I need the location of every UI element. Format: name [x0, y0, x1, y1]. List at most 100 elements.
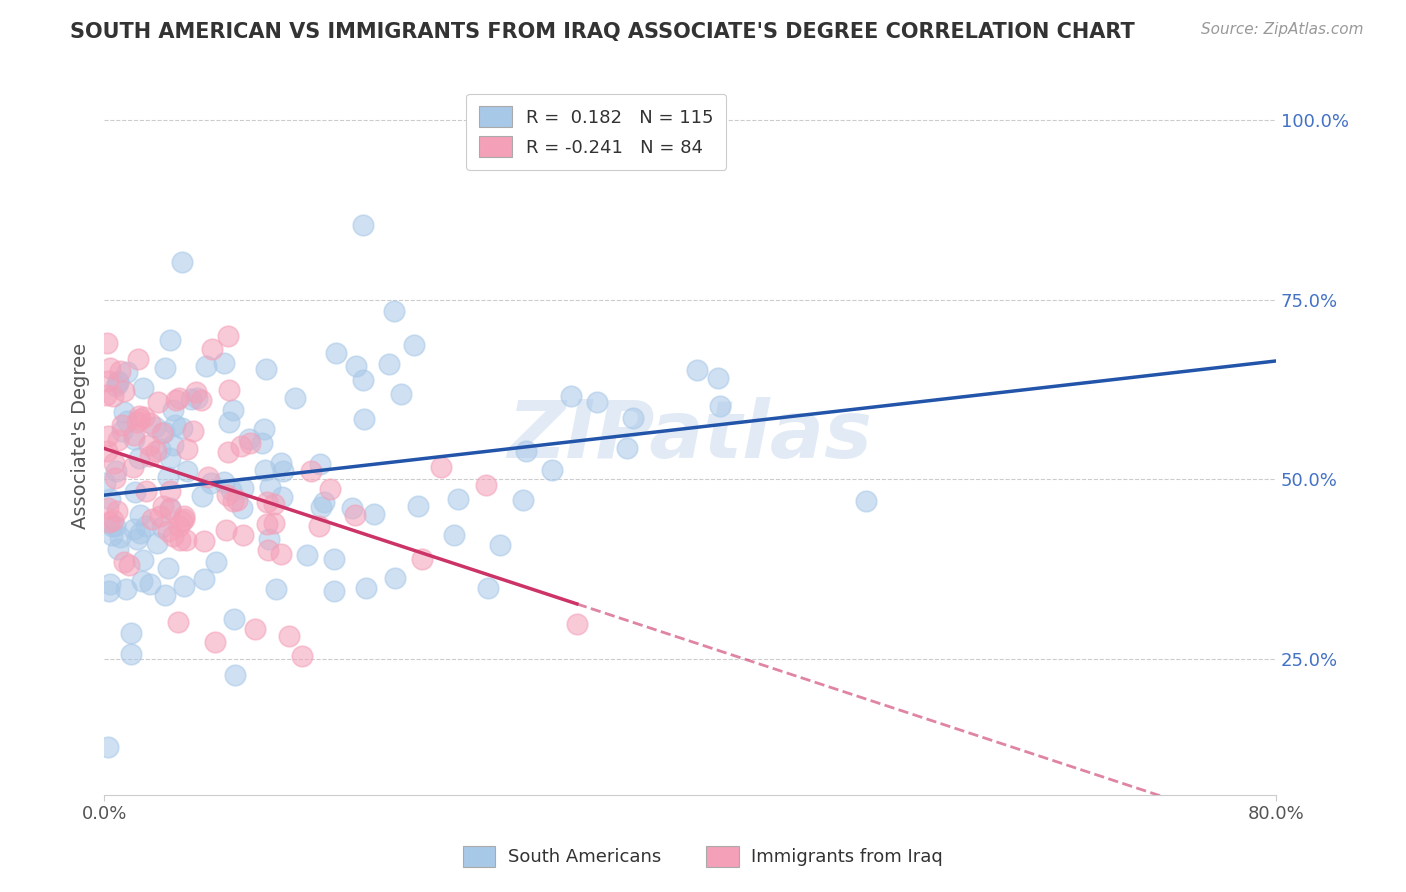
- Point: [129, 526, 152, 541]
- Point: [120, 647, 142, 661]
- Point: [195, 359, 218, 373]
- Point: [169, 533, 191, 547]
- Point: [112, 556, 135, 570]
- Point: [201, 343, 224, 357]
- Point: [512, 493, 534, 508]
- Point: [193, 573, 215, 587]
- Point: [299, 464, 322, 478]
- Point: [685, 362, 707, 376]
- Point: [108, 364, 131, 378]
- Point: [172, 421, 194, 435]
- Point: [128, 412, 150, 426]
- Point: [153, 361, 176, 376]
- Point: [104, 464, 127, 478]
- Point: [159, 450, 181, 465]
- Point: [166, 615, 188, 629]
- Point: [515, 444, 537, 458]
- Point: [191, 489, 214, 503]
- Point: [98, 576, 121, 591]
- Point: [232, 527, 254, 541]
- Point: [707, 371, 730, 385]
- Point: [135, 484, 157, 499]
- Point: [101, 519, 124, 533]
- Point: [180, 392, 202, 406]
- Point: [125, 415, 148, 429]
- Point: [256, 495, 278, 509]
- Point: [105, 504, 128, 518]
- Point: [170, 514, 193, 528]
- Point: [232, 481, 254, 495]
- Point: [217, 444, 239, 458]
- Legend: South Americans, Immigrants from Iraq: South Americans, Immigrants from Iraq: [456, 838, 950, 874]
- Point: [153, 589, 176, 603]
- Point: [218, 383, 240, 397]
- Point: [125, 532, 148, 546]
- Point: [96, 335, 118, 350]
- Point: [382, 303, 405, 318]
- Point: [855, 494, 877, 508]
- Point: [162, 529, 184, 543]
- Point: [124, 484, 146, 499]
- Point: [352, 218, 374, 232]
- Point: [308, 519, 330, 533]
- Point: [152, 499, 174, 513]
- Point: [174, 533, 197, 547]
- Point: [97, 501, 120, 516]
- Point: [139, 576, 162, 591]
- Point: [97, 516, 120, 530]
- Point: [114, 582, 136, 596]
- Point: [215, 488, 238, 502]
- Point: [224, 612, 246, 626]
- Point: [120, 625, 142, 640]
- Point: [319, 482, 342, 496]
- Point: [475, 478, 498, 492]
- Point: [141, 511, 163, 525]
- Point: [219, 483, 242, 497]
- Point: [122, 522, 145, 536]
- Point: [165, 392, 187, 407]
- Point: [231, 500, 253, 515]
- Point: [110, 531, 132, 545]
- Point: [159, 500, 181, 515]
- Point: [162, 438, 184, 452]
- Point: [257, 543, 280, 558]
- Point: [163, 418, 186, 433]
- Point: [197, 470, 219, 484]
- Point: [94, 475, 117, 490]
- Point: [256, 516, 278, 531]
- Point: [264, 582, 287, 596]
- Point: [104, 379, 127, 393]
- Point: [138, 438, 160, 452]
- Point: [446, 492, 468, 507]
- Point: [340, 501, 363, 516]
- Point: [308, 458, 330, 472]
- Point: [134, 409, 156, 424]
- Point: [295, 549, 318, 563]
- Point: [217, 329, 239, 343]
- Point: [250, 435, 273, 450]
- Point: [107, 376, 129, 390]
- Point: [176, 464, 198, 478]
- Point: [430, 459, 453, 474]
- Point: [586, 394, 609, 409]
- Point: [323, 551, 346, 566]
- Point: [107, 374, 129, 388]
- Point: [709, 399, 731, 413]
- Point: [156, 561, 179, 575]
- Point: [115, 414, 138, 428]
- Point: [139, 449, 162, 463]
- Point: [225, 493, 247, 508]
- Point: [238, 435, 260, 450]
- Point: [132, 553, 155, 567]
- Point: [127, 351, 149, 366]
- Point: [146, 395, 169, 409]
- Point: [278, 629, 301, 643]
- Point: [104, 519, 127, 533]
- Text: ZIPatlas: ZIPatlas: [508, 397, 873, 475]
- Point: [97, 375, 120, 389]
- Point: [103, 389, 125, 403]
- Point: [200, 475, 222, 490]
- Point: [122, 459, 145, 474]
- Point: [101, 528, 124, 542]
- Point: [257, 532, 280, 546]
